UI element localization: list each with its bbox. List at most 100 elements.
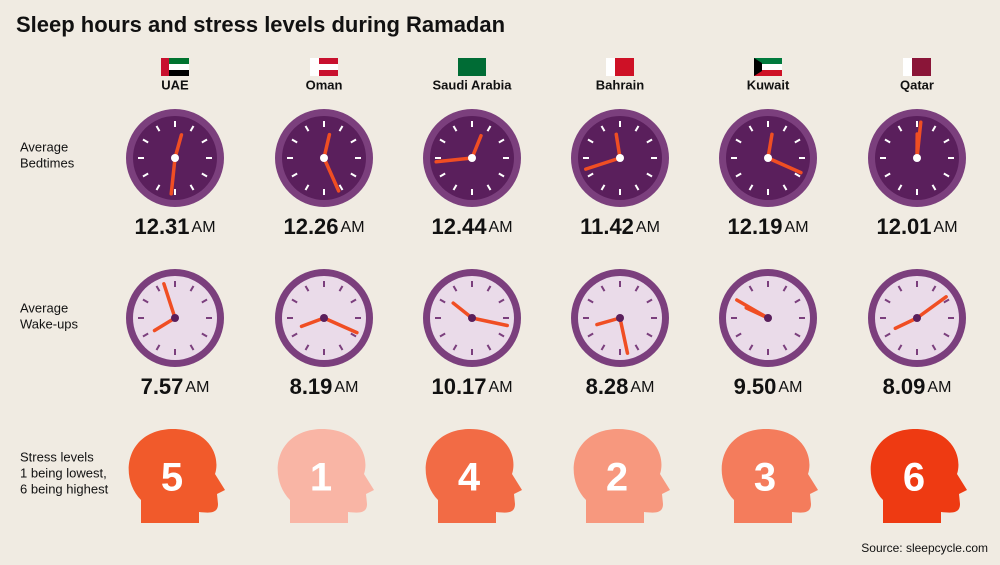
clock-tick	[748, 184, 754, 191]
time-value: 12.44	[431, 214, 487, 239]
country-name: Bahrain	[596, 77, 644, 92]
clock-tick	[189, 125, 195, 132]
clock-tick	[646, 172, 653, 178]
clock-tick	[338, 344, 344, 351]
clock-center	[764, 314, 772, 322]
clock-tick	[735, 172, 742, 178]
stress-level: 4	[458, 456, 481, 500]
clock-tick	[452, 125, 458, 132]
stress-head	[277, 428, 374, 523]
clock-tick	[634, 184, 640, 191]
clock-tick	[600, 184, 606, 191]
clock-tick	[439, 138, 446, 144]
minute-hand	[735, 298, 770, 320]
clock-tick	[155, 285, 161, 292]
country-name: Kuwait	[747, 77, 790, 92]
time-label: 12.26 AM	[283, 214, 364, 239]
row-label: Average	[20, 300, 68, 315]
clock-center	[468, 154, 476, 162]
clock-center	[913, 154, 921, 162]
country-name: Oman	[306, 77, 343, 92]
clock-tick	[931, 344, 937, 351]
time-period: AM	[192, 219, 216, 236]
row-label: Stress levels	[20, 449, 94, 464]
clock-tick	[498, 298, 505, 304]
row-label: Average	[20, 139, 68, 154]
clock-tick	[943, 172, 950, 178]
clock-tick	[748, 344, 754, 351]
clock-tick	[884, 298, 891, 304]
country-name: UAE	[161, 77, 189, 92]
clock-tick	[338, 125, 344, 132]
hour-hand	[173, 133, 184, 160]
clock-tick	[943, 332, 950, 338]
time-value: 12.31	[134, 214, 189, 239]
row-label: Bedtimes	[20, 155, 75, 170]
row-label: Wake-ups	[20, 316, 79, 331]
clock-tick	[486, 125, 492, 132]
flag	[754, 70, 782, 76]
hour-hand	[299, 316, 326, 329]
clock-tick	[452, 184, 458, 191]
flag	[310, 58, 319, 76]
time-label: 12.19 AM	[727, 214, 808, 239]
clock-tick	[600, 125, 606, 132]
time-label: 8.09 AM	[883, 374, 952, 399]
time-label: 10.17 AM	[431, 374, 512, 399]
clock-tick	[884, 332, 891, 338]
time-value: 12.01	[876, 214, 931, 239]
stress-level: 3	[754, 456, 776, 500]
clock-tick	[439, 172, 446, 178]
time-period: AM	[341, 219, 365, 236]
time-label: 9.50 AM	[734, 374, 803, 399]
clock-tick	[897, 285, 903, 292]
clock-center	[320, 154, 328, 162]
clock-tick	[735, 332, 742, 338]
minute-hand	[470, 316, 509, 328]
clock-center	[616, 154, 624, 162]
time-period: AM	[630, 379, 654, 396]
time-value: 12.26	[283, 214, 338, 239]
clock-tick	[291, 332, 298, 338]
clock-tick	[498, 332, 505, 338]
minute-hand	[915, 295, 948, 320]
clock-center	[616, 314, 624, 322]
minute-hand	[915, 120, 923, 160]
stress-head	[870, 428, 967, 523]
clock-tick	[338, 285, 344, 292]
time-period: AM	[489, 379, 513, 396]
clock-tick	[142, 138, 149, 144]
clock-tick	[142, 172, 149, 178]
clock-center	[913, 314, 921, 322]
clock-tick	[646, 138, 653, 144]
clock-tick	[452, 344, 458, 351]
flag	[169, 64, 189, 70]
time-value: 11.42	[580, 214, 634, 239]
clock-tick	[897, 125, 903, 132]
clock-tick	[201, 332, 208, 338]
clock-tick	[600, 344, 606, 351]
hour-hand	[893, 316, 919, 331]
clock-tick	[486, 344, 492, 351]
time-label: 11.42 AM	[580, 214, 660, 239]
clock-tick	[486, 285, 492, 292]
clock-tick	[634, 285, 640, 292]
flag	[161, 58, 169, 76]
time-value: 9.50	[734, 374, 777, 399]
country-name: Saudi Arabia	[433, 77, 513, 92]
minute-hand	[584, 156, 622, 171]
clock-tick	[439, 332, 446, 338]
title: Sleep hours and stress levels during Ram…	[16, 12, 505, 37]
time-label: 12.44 AM	[431, 214, 512, 239]
clock-tick	[498, 172, 505, 178]
stress-level: 6	[903, 456, 925, 500]
clock-tick	[794, 332, 801, 338]
clock-tick	[782, 344, 788, 351]
minute-hand	[766, 156, 803, 175]
clock-tick	[439, 298, 446, 304]
flag	[319, 64, 338, 70]
time-value: 8.28	[586, 374, 629, 399]
clock-center	[171, 154, 179, 162]
minute-hand	[618, 316, 630, 355]
time-label: 12.31 AM	[134, 214, 215, 239]
